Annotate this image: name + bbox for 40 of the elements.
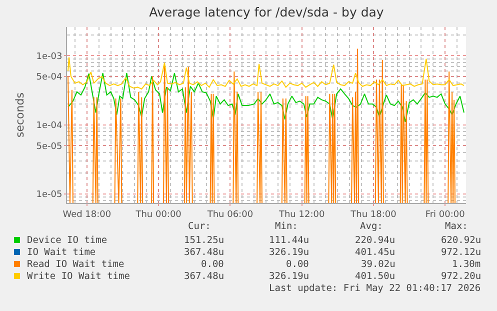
y-tick-label: 1e-05 <box>36 190 62 200</box>
text: 367.48u <box>184 271 224 282</box>
x-tick-label: Thu 06:00 <box>206 210 254 220</box>
line-series <box>68 56 465 90</box>
text: Cur: <box>188 221 211 232</box>
y-tick-label: 1e-03 <box>36 52 62 62</box>
chart-title: Average latency for /dev/sda - by day <box>149 4 384 20</box>
x-tick-label: Thu 00:00 <box>134 210 182 220</box>
text: 972.12u <box>441 247 482 258</box>
text: 1.30m <box>452 259 481 270</box>
x-tick-label: Thu 18:00 <box>350 210 397 220</box>
text: 111.44u <box>269 235 310 246</box>
line-series <box>68 72 465 122</box>
text: 972.20u <box>441 271 482 282</box>
text: Max: <box>445 221 468 232</box>
legend-label: Device IO time <box>27 235 108 246</box>
text: 0.00 <box>286 259 310 270</box>
text: 39.02u <box>361 259 396 270</box>
text: 326.19u <box>269 271 310 282</box>
text: Min: <box>275 221 298 232</box>
text: 401.45u <box>355 247 396 258</box>
text: 220.94u <box>355 235 396 246</box>
text: 620.92u <box>441 235 482 246</box>
text: 367.48u <box>184 247 224 258</box>
text: 326.19u <box>269 247 310 258</box>
y-tick-label: 5e-05 <box>36 142 62 152</box>
text: Avg: <box>360 221 383 232</box>
x-tick-label: Thu 12:00 <box>278 210 325 220</box>
x-tick-label: Wed 18:00 <box>62 210 112 220</box>
x-tick-label: Fri 00:00 <box>425 210 466 220</box>
y-tick-label: 5e-04 <box>36 72 62 83</box>
y-tick-label: 1e-04 <box>36 120 62 131</box>
text: Last update: Fri May 22 01:40:17 2026 <box>269 283 481 294</box>
legend-label: Write IO Wait time <box>27 271 130 282</box>
text: 0.00 <box>201 259 224 270</box>
text: 401.50u <box>355 271 396 282</box>
legend-label: Read IO Wait time <box>27 259 125 270</box>
text: 151.25u <box>184 235 224 246</box>
legend-label: IO Wait time <box>27 247 96 258</box>
y-axis-title: seconds <box>14 92 26 138</box>
